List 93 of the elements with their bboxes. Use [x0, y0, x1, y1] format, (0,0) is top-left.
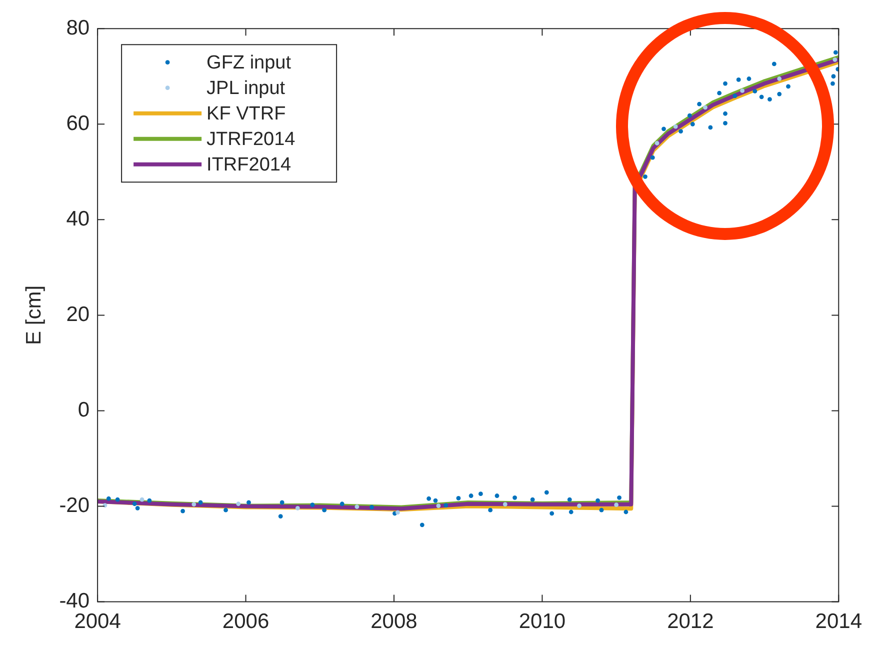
legend-label: ITRF2014: [206, 154, 292, 176]
point: [512, 495, 517, 500]
point: [135, 506, 140, 510]
point: [831, 74, 836, 79]
y-tick-label: -20: [59, 494, 90, 518]
y-tick-label: 0: [78, 398, 90, 422]
point: [370, 505, 374, 510]
point: [192, 502, 196, 507]
point: [708, 125, 713, 130]
point: [280, 500, 284, 505]
point: [777, 92, 782, 96]
point: [740, 88, 744, 93]
point: [436, 504, 441, 508]
point: [278, 514, 283, 518]
x-tick-label: 2010: [518, 610, 566, 634]
point: [478, 492, 483, 496]
point: [654, 141, 660, 146]
x-tick-label: 2006: [222, 610, 270, 634]
point: [723, 120, 728, 126]
point: [678, 129, 683, 134]
point: [224, 508, 228, 512]
point: [596, 498, 600, 503]
point: [830, 81, 835, 86]
point: [690, 122, 695, 126]
legend-label: KF VTRF: [206, 104, 286, 125]
point: [246, 500, 251, 505]
point: [772, 62, 776, 66]
point: [502, 502, 508, 507]
point: [736, 78, 741, 82]
point: [624, 510, 628, 514]
point: [703, 105, 708, 110]
point: [106, 496, 111, 501]
y-axis-title: E [cm]: [22, 285, 46, 345]
point: [614, 502, 619, 508]
point: [147, 498, 152, 503]
point: [340, 502, 344, 506]
x-tick-label: 2014: [815, 610, 862, 634]
y-tick-label: 40: [66, 207, 90, 230]
point: [140, 497, 144, 502]
y-tick-label: 20: [66, 302, 90, 326]
point: [768, 97, 772, 102]
point: [115, 497, 120, 502]
point: [567, 497, 572, 502]
point: [786, 84, 790, 89]
legend-label: JTRF2014: [206, 129, 296, 150]
point: [180, 508, 185, 514]
x-tick-label: 2008: [370, 610, 418, 634]
y-tick-label: 80: [66, 16, 90, 40]
point: [662, 126, 666, 132]
point: [132, 502, 137, 506]
y-tick-label: -40: [59, 590, 90, 613]
point: [420, 522, 424, 528]
x-tick-label: 2004: [74, 610, 122, 634]
point: [617, 495, 622, 500]
point: [723, 81, 728, 86]
point: [444, 503, 448, 508]
legend-label: JPL input: [206, 78, 286, 100]
point: [599, 508, 604, 512]
point: [488, 508, 493, 512]
point: [550, 511, 554, 516]
point: [697, 102, 702, 106]
point: [433, 498, 438, 503]
point: [530, 497, 535, 502]
point: [456, 496, 461, 500]
point: [494, 494, 500, 498]
point: [577, 504, 582, 508]
point: [687, 113, 692, 118]
point: [673, 124, 678, 129]
point: [354, 504, 360, 509]
point: [833, 50, 838, 55]
point: [236, 502, 241, 506]
point: [723, 111, 728, 116]
legend-label: GFZ input: [206, 52, 292, 74]
point: [752, 88, 758, 94]
point: [426, 496, 432, 501]
point: [198, 500, 203, 505]
point: [295, 506, 300, 510]
point: [732, 94, 738, 98]
point: [650, 155, 655, 160]
point: [832, 57, 838, 62]
point: [759, 94, 764, 100]
point: [322, 508, 327, 512]
point: [746, 76, 752, 81]
point: [568, 510, 574, 514]
point: [643, 174, 648, 179]
point: [310, 502, 315, 508]
point: [468, 494, 474, 498]
point: [717, 90, 722, 96]
point: [544, 490, 549, 495]
y-tick-label: 60: [66, 112, 90, 135]
x-tick-label: 2012: [667, 610, 714, 634]
point: [395, 510, 400, 515]
point: [777, 76, 782, 81]
